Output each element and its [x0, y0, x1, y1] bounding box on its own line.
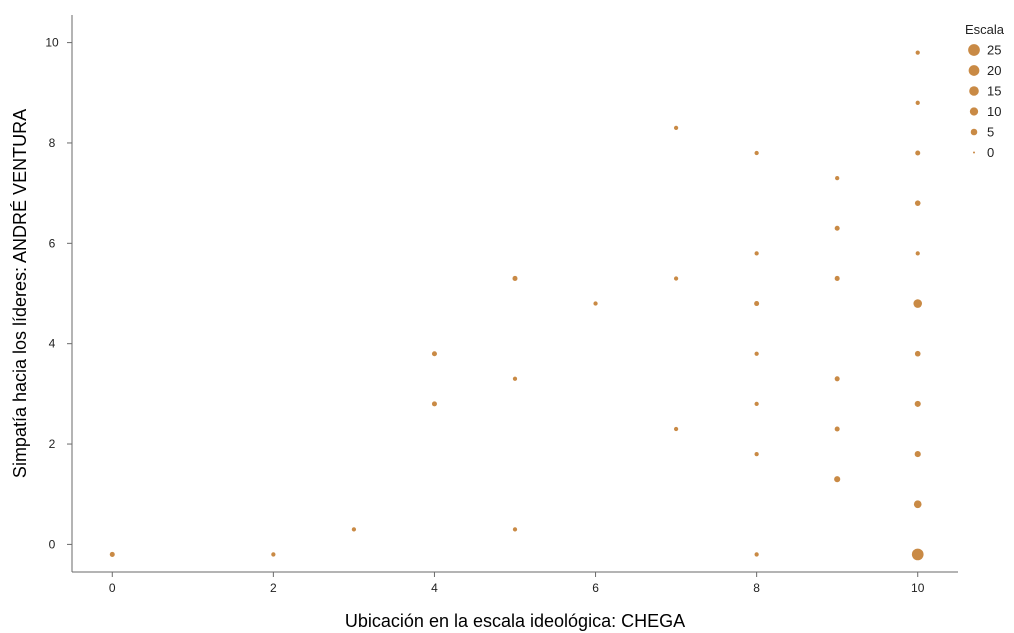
x-tick-label: 6: [592, 581, 599, 595]
data-point: [673, 276, 679, 281]
legend-label: 25: [987, 43, 1001, 58]
data-point: [911, 548, 924, 561]
data-point: [834, 426, 840, 432]
x-tick-label: 2: [270, 581, 277, 595]
data-point: [835, 175, 840, 181]
data-point: [914, 350, 921, 357]
data-point: [271, 552, 276, 557]
legend-marker: [969, 86, 979, 96]
data-point: [834, 225, 840, 231]
data-point: [754, 251, 759, 256]
legend-items: 25 20 15 10 5 0: [968, 43, 1001, 160]
data-point: [754, 401, 759, 407]
data-point: [673, 125, 679, 131]
x-tick-label: 0: [109, 581, 116, 595]
data-point: [593, 301, 598, 306]
data-point: [913, 299, 923, 308]
data-point: [915, 100, 920, 105]
data-point: [754, 451, 759, 457]
data-point: [754, 301, 760, 307]
data-point: [512, 376, 518, 381]
data-point: [834, 275, 840, 281]
legend-marker: [968, 44, 980, 56]
data-point: [109, 551, 115, 557]
y-axis-ticks: 0 2 4 6 8 10: [45, 36, 72, 551]
y-tick-label: 10: [45, 36, 59, 50]
data-point: [351, 527, 357, 532]
x-tick-label: 10: [911, 581, 925, 595]
data-point: [915, 150, 921, 156]
legend-label: 5: [987, 125, 994, 140]
y-tick-label: 8: [49, 136, 56, 150]
legend-label: 15: [987, 84, 1001, 99]
data-point: [913, 500, 922, 509]
x-tick-label: 8: [753, 581, 760, 595]
legend-marker: [968, 65, 980, 76]
size-legend: Escala 25 20 15 10 5 0: [965, 22, 1005, 160]
data-point: [914, 400, 921, 407]
data-points: [109, 50, 924, 561]
data-point: [512, 275, 518, 281]
legend-title: Escala: [965, 22, 1005, 37]
data-point: [512, 527, 518, 532]
data-point: [754, 150, 759, 156]
legend-label: 20: [987, 63, 1001, 78]
data-point: [834, 476, 841, 483]
y-tick-label: 4: [49, 337, 56, 351]
plot-area: 0 2 4 6 8 10 0 2 4 6 8 10: [45, 15, 958, 595]
data-point: [754, 351, 759, 356]
legend-marker: [969, 107, 979, 116]
y-tick-label: 6: [49, 236, 56, 250]
x-axis-title: Ubicación en la escala ideológica: CHEGA: [345, 611, 685, 631]
data-point: [754, 552, 759, 557]
data-point: [834, 376, 840, 382]
legend-marker: [970, 128, 978, 136]
data-point: [431, 401, 437, 407]
x-tick-label: 4: [431, 581, 438, 595]
y-tick-label: 0: [49, 537, 56, 551]
legend-label: 0: [987, 145, 994, 160]
legend-marker: [973, 151, 975, 154]
data-point: [915, 50, 920, 55]
data-point: [673, 426, 679, 432]
legend-label: 10: [987, 104, 1001, 119]
data-point: [914, 451, 921, 458]
x-axis-ticks: 0 2 4 6 8 10: [109, 572, 925, 595]
data-point: [431, 351, 437, 357]
y-tick-label: 2: [49, 437, 56, 451]
data-point: [915, 251, 920, 256]
data-point: [914, 200, 921, 206]
y-axis-title: Simpatía hacia los líderes: ANDRÉ VENTUR…: [10, 109, 30, 478]
